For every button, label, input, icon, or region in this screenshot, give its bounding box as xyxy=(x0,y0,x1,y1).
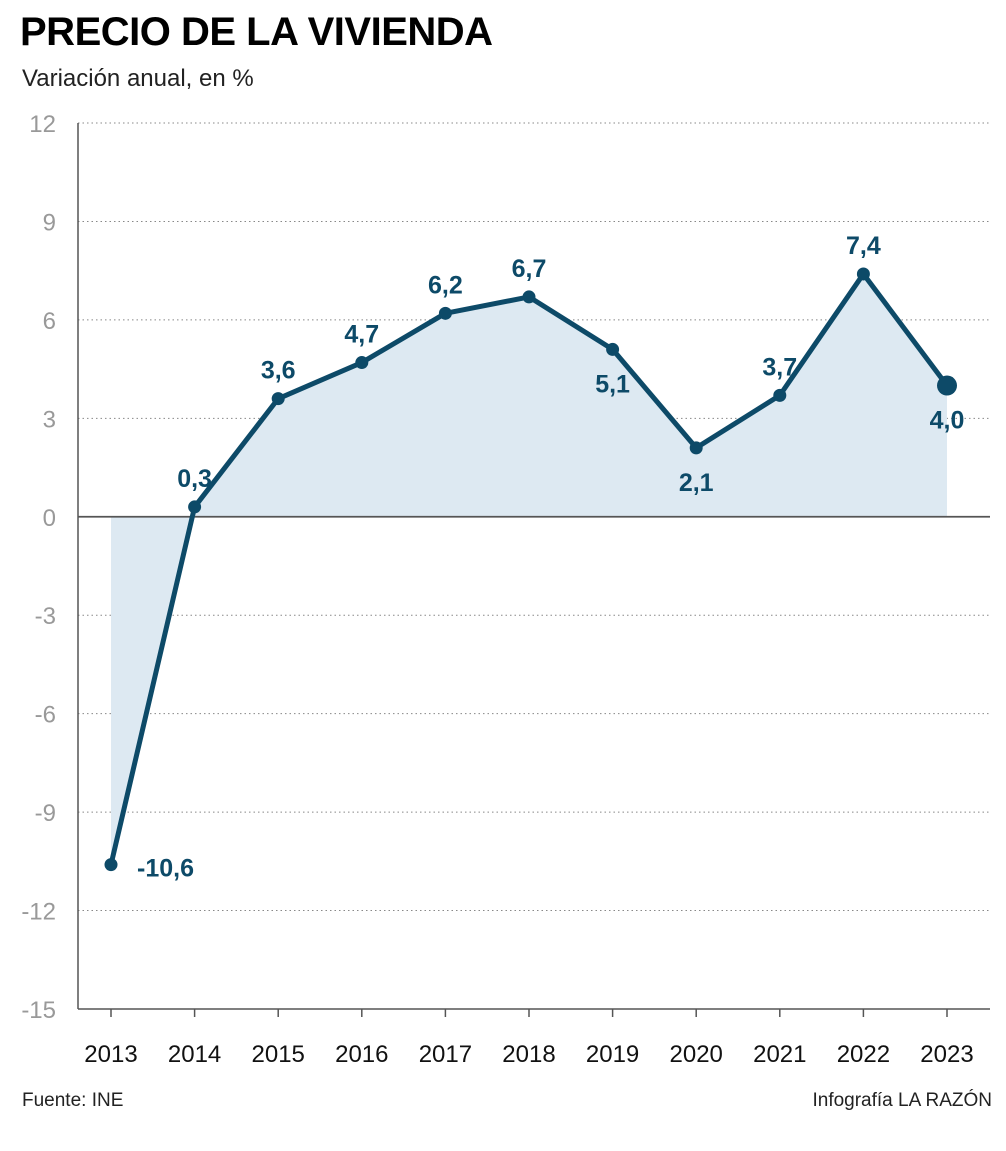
data-point xyxy=(188,500,202,514)
highlight-data-point xyxy=(937,375,957,396)
data-point xyxy=(856,267,870,281)
y-tick-label: 12 xyxy=(29,111,56,138)
x-tick-label: 2017 xyxy=(419,1041,472,1068)
data-label: 4,0 xyxy=(930,407,965,435)
y-tick-label: 6 xyxy=(43,308,56,335)
y-tick-label: 0 xyxy=(43,505,56,532)
data-point xyxy=(438,306,452,320)
y-tick-label: -6 xyxy=(35,702,56,729)
data-label: 5,1 xyxy=(595,370,630,398)
y-tick-label: 3 xyxy=(43,406,56,433)
y-tick-label: -12 xyxy=(21,899,56,926)
x-tick-label: 2018 xyxy=(502,1041,555,1068)
x-tick-label: 2016 xyxy=(335,1041,388,1068)
data-label: 4,7 xyxy=(344,321,379,349)
data-label: 6,7 xyxy=(512,255,547,283)
data-point xyxy=(773,388,787,402)
data-points xyxy=(104,267,957,872)
y-tick-label: -3 xyxy=(35,603,56,630)
data-label: 6,2 xyxy=(428,271,463,299)
data-label: 3,6 xyxy=(261,357,296,385)
x-axis-ticks: 2013 2014 2015 2016 2017 2018 2019 2020 2021 2022… xyxy=(84,1009,974,1068)
chart-subtitle: Variación anual, en % xyxy=(22,65,254,92)
axes xyxy=(77,123,990,1010)
x-tick-label: 2019 xyxy=(586,1041,639,1068)
data-label: 7,4 xyxy=(846,232,881,260)
area-fill xyxy=(111,273,947,865)
data-label: 0,3 xyxy=(177,465,212,493)
x-tick-label: 2015 xyxy=(252,1041,305,1068)
y-tick-label: -9 xyxy=(35,800,56,827)
y-tick-label: -15 xyxy=(21,997,56,1024)
x-tick-label: 2022 xyxy=(837,1041,890,1068)
x-tick-label: 2013 xyxy=(84,1041,137,1068)
data-label: 3,7 xyxy=(762,353,797,381)
data-point xyxy=(271,392,285,406)
credit-note: Infografía LA RAZÓN xyxy=(812,1090,992,1111)
y-axis-ticks: 12 9 6 3 0 -3 -6 -9 -12 -15 xyxy=(21,111,56,1024)
data-point xyxy=(522,290,536,304)
area-fill-layer xyxy=(111,273,947,865)
source-note: Fuente: INE xyxy=(22,1090,124,1111)
x-tick-label: 2023 xyxy=(920,1041,973,1068)
data-point xyxy=(104,858,118,872)
data-point xyxy=(689,441,703,455)
x-tick-label: 2021 xyxy=(753,1041,806,1068)
data-labels: -10,6 0,3 3,6 4,7 6,2 6,7 5,1 2,1 3,7 7,4 4,0 xyxy=(137,232,964,883)
y-tick-label: 9 xyxy=(43,209,56,236)
data-point xyxy=(355,356,369,370)
chart-title: PRECIO DE LA VIVIENDA xyxy=(20,10,493,54)
data-label: 2,1 xyxy=(679,469,714,497)
data-point xyxy=(606,342,620,356)
x-tick-label: 2014 xyxy=(168,1041,221,1068)
data-label: -10,6 xyxy=(137,855,194,883)
x-tick-label: 2020 xyxy=(670,1041,723,1068)
